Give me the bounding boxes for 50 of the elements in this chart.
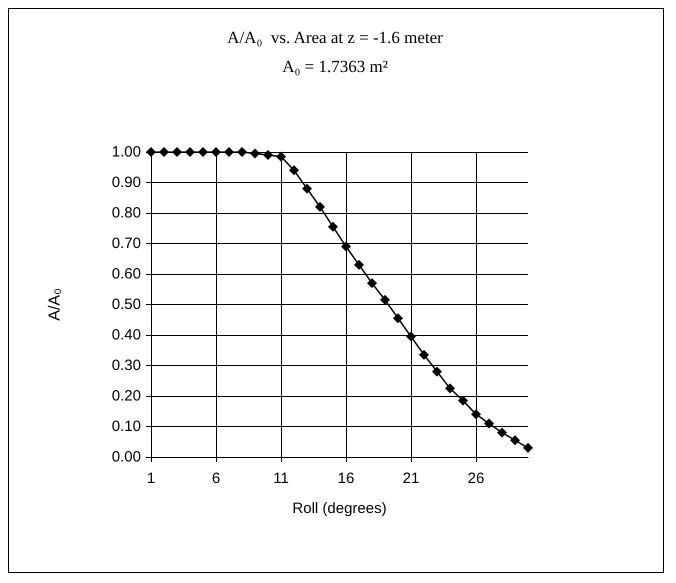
point	[458, 396, 468, 406]
point	[354, 260, 364, 270]
point	[263, 150, 273, 160]
chart-title: A/A₀ vs. Area at z = -1.6 meter	[227, 28, 444, 47]
point	[471, 409, 481, 420]
point	[328, 222, 338, 232]
point	[380, 294, 390, 305]
y-axis-title: A/A₀	[46, 288, 64, 321]
x-tick-label: 21	[402, 470, 420, 487]
point	[367, 278, 377, 288]
x-axis-title: Roll (degrees)	[292, 500, 387, 517]
point	[185, 147, 195, 157]
y-tick-label: 0.50	[112, 296, 141, 313]
y-tick-label: 0.30	[112, 357, 141, 374]
point	[172, 147, 182, 157]
point	[523, 442, 533, 453]
point	[432, 366, 442, 377]
point	[276, 152, 286, 162]
chart-subtitle: A₀ = 1.7363 m²	[282, 57, 388, 76]
point	[419, 350, 429, 360]
point	[497, 428, 507, 438]
point	[224, 147, 234, 157]
point	[250, 148, 260, 159]
point	[198, 147, 208, 157]
point	[289, 165, 299, 176]
y-tick-label: 0.10	[112, 418, 141, 435]
point	[237, 147, 247, 157]
x-tick-label: 11	[273, 470, 289, 487]
point	[159, 147, 169, 157]
x-tick-label: 26	[468, 470, 484, 487]
point	[445, 383, 455, 394]
y-tick-label: 0.70	[112, 235, 141, 252]
point	[406, 332, 416, 342]
x-tick-label: 1	[146, 470, 156, 487]
y-tick-label: 0.20	[112, 388, 141, 404]
x-tick-label: 16	[338, 470, 354, 487]
point	[341, 242, 351, 252]
y-tick-label: 0.60	[112, 266, 141, 282]
y-tick-label: 0.00	[112, 448, 141, 466]
y-tick-label: 1.00	[112, 144, 141, 160]
y-tick-label: 0.40	[112, 326, 141, 344]
point	[510, 435, 520, 446]
point	[393, 313, 403, 324]
point	[302, 184, 312, 194]
point	[484, 418, 494, 428]
y-tick-label: 0.90	[112, 174, 141, 191]
point	[211, 147, 221, 157]
y-tick-label: 0.80	[112, 204, 141, 222]
point	[315, 202, 325, 212]
x-tick-label: 6	[212, 470, 220, 487]
